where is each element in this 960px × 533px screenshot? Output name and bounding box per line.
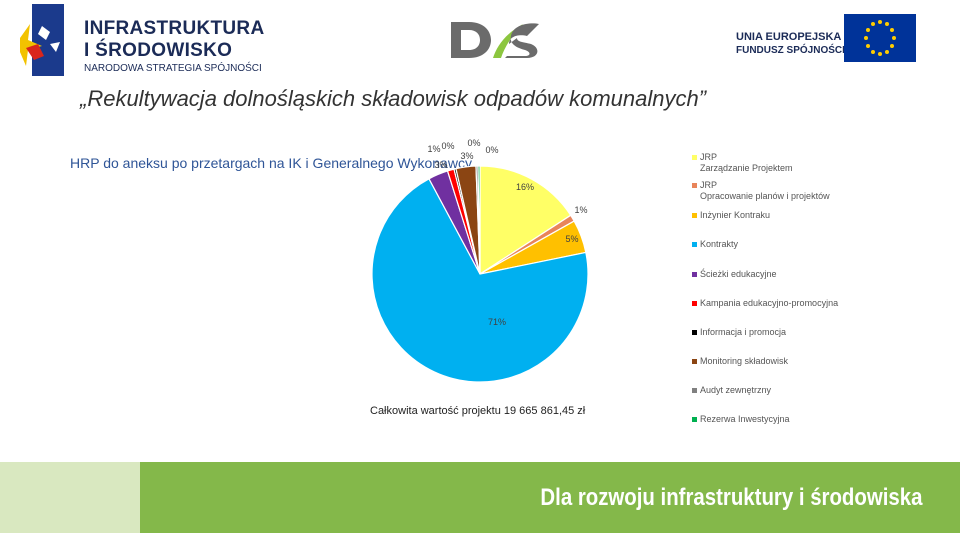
logo-left-line2: I ŚRODOWISKO xyxy=(84,40,233,61)
data-label: 1% xyxy=(427,144,440,154)
legend-label: Rezerwa Inwestycyjna xyxy=(700,414,790,424)
legend-item: Kontrakty xyxy=(692,239,738,250)
logo-eu: UNIA EUROPEJSKA FUNDUSZ SPÓJNOŚCI xyxy=(736,14,920,66)
pie-slice xyxy=(371,177,589,383)
legend-label: Audyt zewnętrzny xyxy=(700,385,772,395)
legend-label: Kampania edukacyjno-promocyjna xyxy=(700,298,839,308)
data-label: 0% xyxy=(441,141,454,151)
legend-label: Monitoring składowisk xyxy=(700,356,789,366)
slide-title: „Rekultywacja dolnośląskich składowisk o… xyxy=(80,86,707,111)
legend-item: Kampania edukacyjno-promocyjna xyxy=(692,298,838,309)
legend-swatch xyxy=(692,417,697,422)
footer-banner: Dla rozwoju infrastruktury i środowiska xyxy=(0,462,960,533)
footer-slogan: Dla rozwoju infrastruktury i środowiska xyxy=(539,484,922,511)
legend-swatch xyxy=(692,301,697,306)
legend-label: JRP Zarządzanie Projektem xyxy=(700,152,793,173)
slide-subtitle: HRP do aneksu po przetargach na IK i Gen… xyxy=(70,155,472,171)
logo-right-line2: FUNDUSZ SPÓJNOŚCI xyxy=(736,45,845,56)
legend-item: Rezerwa Inwestycyjna xyxy=(692,414,790,425)
legend-item: Monitoring składowisk xyxy=(692,356,788,367)
star-logo-icon xyxy=(20,4,64,76)
legend-swatch xyxy=(692,242,697,247)
logo-left-line3: NARODOWA STRATEGIA SPÓJNOŚCI xyxy=(84,63,262,74)
project-total: Całkowita wartość projektu 19 665 861,45… xyxy=(370,405,586,417)
legend-swatch xyxy=(692,155,697,160)
eu-flag-icon xyxy=(844,14,916,62)
legend-swatch xyxy=(692,330,697,335)
data-label: 0% xyxy=(485,145,498,155)
legend-swatch xyxy=(692,183,697,188)
legend-swatch xyxy=(692,272,697,277)
logo-infrastruktura: INFRASTRUKTURA I ŚRODOWISKO NARODOWA STR… xyxy=(16,4,266,76)
legend-item: Inżynier Kontraku xyxy=(692,210,770,221)
legend-item: JRP Zarządzanie Projektem xyxy=(692,152,793,174)
logo-left-line1: INFRASTRUKTURA xyxy=(84,18,265,39)
pie-slice xyxy=(479,165,572,276)
legend-swatch xyxy=(692,388,697,393)
legend-swatch xyxy=(692,213,697,218)
legend-item: Informacja i promocja xyxy=(692,327,786,338)
data-label: 3% xyxy=(434,160,447,170)
dis-logo-icon xyxy=(451,22,539,58)
data-label: 0% xyxy=(467,138,480,148)
pie-slice xyxy=(477,165,481,275)
data-label: 71% xyxy=(488,317,506,327)
legend-label: Inżynier Kontraku xyxy=(700,210,771,220)
data-label: 16% xyxy=(516,182,534,192)
data-label: 3% xyxy=(460,151,473,161)
footer-strip xyxy=(0,462,140,533)
legend-item: Ścieżki edukacyjne xyxy=(692,269,777,280)
legend-label: Kontrakty xyxy=(700,239,739,249)
legend-swatch xyxy=(692,359,697,364)
data-label: 1% xyxy=(574,205,587,215)
legend-label: Informacja i promocja xyxy=(700,327,787,337)
data-label: 5% xyxy=(565,234,578,244)
logo-right-line1: UNIA EUROPEJSKA xyxy=(736,31,842,43)
legend-item: JRP Opracowanie planów i projektów xyxy=(692,180,830,202)
legend-label: Ścieżki edukacyjne xyxy=(700,269,777,279)
legend-label: JRP Opracowanie planów i projektów xyxy=(700,180,830,201)
legend-item: Audyt zewnętrzny xyxy=(692,385,771,396)
